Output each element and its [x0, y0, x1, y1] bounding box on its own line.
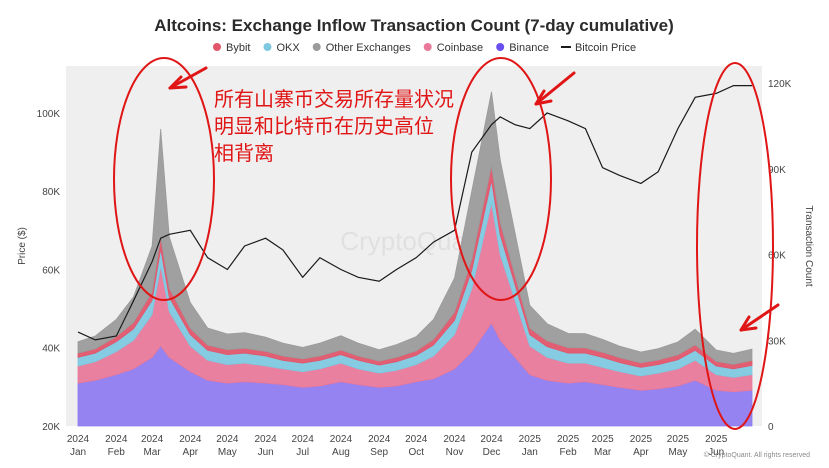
y-axis-label-right: Transaction Count	[803, 205, 814, 287]
right-axis: 0 30K 60K 90K 120K	[768, 79, 792, 433]
legend-dot-icon	[213, 43, 221, 51]
x-tick-month: Nov	[446, 447, 464, 458]
legend-dot-icon	[423, 43, 432, 51]
x-tick-month: May	[668, 447, 687, 458]
legend-label: Coinbase	[437, 42, 483, 54]
left-tick-label: 60K	[42, 265, 60, 276]
right-tick-label: 30K	[768, 336, 786, 347]
annotation-line-2: 明显和比特币在历史高位	[214, 114, 434, 138]
x-tick-month: Mar	[594, 447, 612, 458]
x-tick-month: Jan	[522, 447, 538, 458]
x-tick-month: Feb	[108, 447, 126, 458]
legend-item-bitcoin-price[interactable]: Bitcoin Price	[560, 42, 636, 54]
x-tick-year: 2024	[179, 434, 202, 445]
x-tick-year: 2024	[105, 434, 128, 445]
x-tick-year: 2025	[630, 434, 653, 445]
x-tick-month: May	[218, 447, 237, 458]
annotation-line-3: 相背离	[214, 141, 274, 165]
left-tick-label: 40K	[42, 344, 60, 355]
legend: Bybit OKX Other Exchanges Coinbase Binance Bi…	[213, 42, 636, 54]
right-tick-label: 0	[768, 422, 774, 433]
legend-item-binance[interactable]: Binance	[496, 42, 549, 54]
x-tick-year: 2025	[519, 434, 542, 445]
left-tick-label: 80K	[42, 187, 60, 198]
x-tick-year: 2024	[330, 434, 353, 445]
x-tick-year: 2024	[443, 434, 466, 445]
legend-label: Binance	[509, 42, 549, 54]
right-tick-label: 60K	[768, 251, 786, 262]
legend-dot-icon	[312, 43, 321, 51]
legend-label: Other Exchanges	[326, 42, 411, 54]
legend-item-coinbase[interactable]: Coinbase	[423, 42, 483, 54]
x-tick-month: Jun	[258, 447, 274, 458]
x-tick-month: Dec	[483, 447, 501, 458]
highlight-ellipse-1	[113, 57, 215, 301]
legend-dot-icon	[263, 43, 272, 51]
arrow-1	[168, 66, 208, 90]
legend-label: Bitcoin Price	[575, 42, 636, 54]
x-tick-year: 2025	[667, 434, 690, 445]
legend-dot-icon	[496, 43, 505, 51]
legend-item-bybit[interactable]: Bybit	[213, 42, 250, 54]
line-bitcoin-price	[77, 84, 752, 341]
arrow-3	[739, 303, 780, 332]
x-tick-year: 2024	[405, 434, 428, 445]
y-axis-label-left: Price ($)	[17, 227, 28, 265]
x-tick-year: 2024	[255, 434, 278, 445]
x-tick-month: Jan	[70, 447, 86, 458]
x-tick-month: Mar	[143, 447, 161, 458]
x-tick-year: 2025	[705, 434, 728, 445]
x-tick-month: Sep	[370, 447, 388, 458]
annotation-line-1: 所有山寨币交易所存量状况	[214, 87, 454, 111]
x-tick-month: Feb	[559, 447, 577, 458]
x-tick-year: 2024	[216, 434, 239, 445]
highlight-ellipse-2	[450, 57, 552, 301]
legend-label: OKX	[276, 42, 300, 54]
area-layers	[77, 91, 753, 427]
right-tick-label: 90K	[768, 165, 786, 176]
x-tick-year: 2025	[592, 434, 615, 445]
annotations: 所有山寨币交易所存量状况 明显和比特币在历史高位 相背离	[113, 57, 780, 430]
x-tick-month: Aug	[332, 447, 350, 458]
x-tick-year: 2024	[141, 434, 164, 445]
x-tick-year: 2024	[292, 434, 315, 445]
x-tick-year: 2024	[480, 434, 503, 445]
x-axis: 2024 Jan 2024 Feb 2024 Mar 2024 Apr 2024 May 2024 J…	[67, 434, 728, 458]
legend-item-other-exchanges[interactable]: Other Exchanges	[312, 42, 411, 54]
x-tick-year: 2025	[557, 434, 580, 445]
left-tick-label: 100K	[37, 109, 61, 120]
legend-label: Bybit	[226, 42, 250, 54]
x-tick-year: 2024	[67, 434, 90, 445]
legend-item-okx[interactable]: OKX	[263, 42, 300, 54]
right-tick-label: 120K	[768, 79, 792, 90]
x-tick-month: Apr	[183, 447, 199, 458]
price-line-layer	[77, 84, 752, 341]
area-other-exchanges	[77, 91, 753, 365]
footer-copyright: © CryptoQuant. All rights reserved	[704, 451, 810, 459]
left-axis: 20K 40K 60K 80K 100K	[37, 109, 61, 433]
left-tick-label: 20K	[42, 422, 60, 433]
highlight-ellipse-3	[696, 62, 774, 430]
x-tick-month: Oct	[408, 447, 424, 458]
x-tick-month: Apr	[633, 447, 649, 458]
x-tick-year: 2024	[368, 434, 391, 445]
x-tick-month: Jul	[296, 447, 309, 458]
chart-title: Altcoins: Exchange Inflow Transaction Co…	[154, 16, 674, 35]
x-tick-month: Jun	[708, 447, 724, 458]
arrow-2	[534, 71, 576, 106]
